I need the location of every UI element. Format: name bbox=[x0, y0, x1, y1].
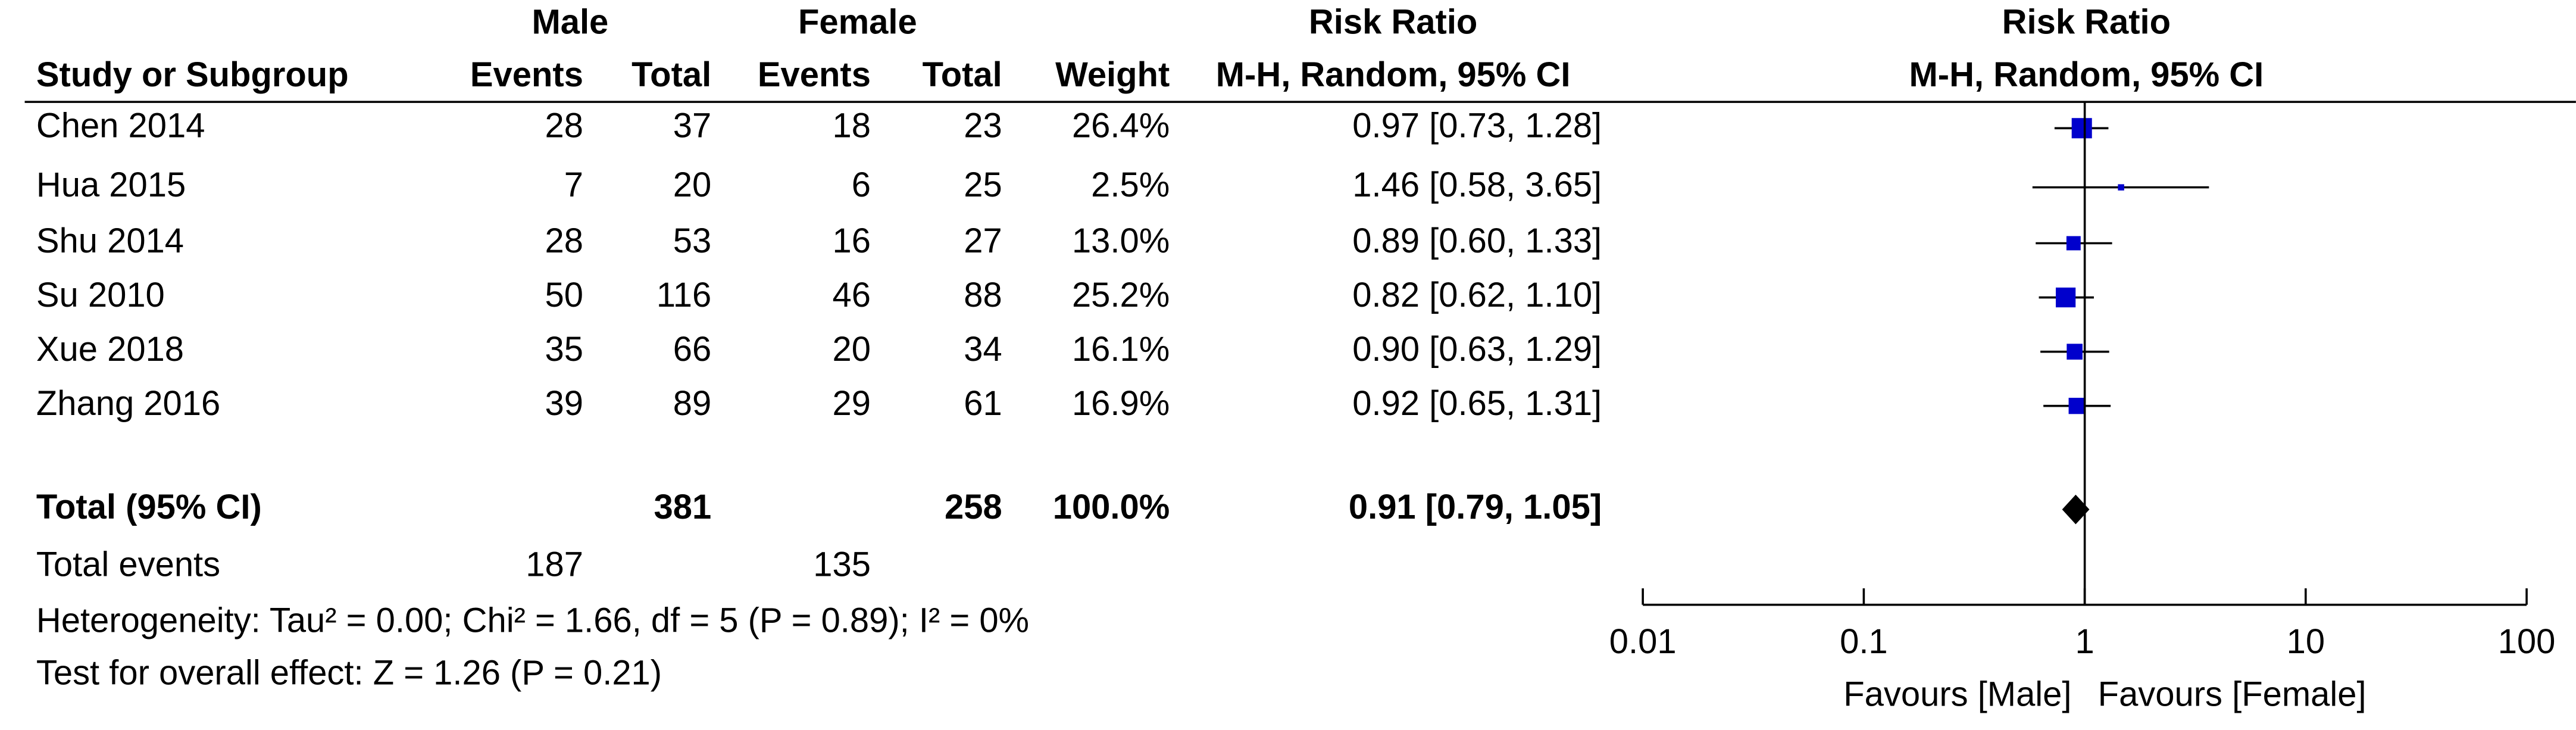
female-events: 46 bbox=[832, 276, 870, 314]
male-total: 20 bbox=[673, 166, 711, 204]
risk-ratio-ci: 0.92 [0.65, 1.31] bbox=[1352, 385, 1602, 423]
male-total: 116 bbox=[656, 276, 711, 314]
effect-square bbox=[2118, 184, 2124, 191]
group-header: Risk Ratio bbox=[2002, 4, 2171, 42]
female-events: 20 bbox=[832, 330, 870, 369]
total-diamond bbox=[2062, 494, 2090, 525]
male-events: 7 bbox=[564, 166, 583, 204]
column-header: Study or Subgroup bbox=[36, 56, 349, 94]
overall-effect: Test for overall effect: Z = 1.26 (P = 0… bbox=[36, 654, 662, 692]
female-events: 16 bbox=[832, 222, 870, 260]
weight: 2.5% bbox=[1091, 166, 1170, 204]
risk-ratio-ci: 0.89 [0.60, 1.33] bbox=[1352, 222, 1602, 260]
column-header: Total bbox=[632, 56, 711, 94]
column-header: Events bbox=[758, 56, 871, 94]
effect-square bbox=[2071, 118, 2092, 139]
female-events: 29 bbox=[832, 385, 870, 423]
male-events: 28 bbox=[545, 222, 583, 260]
study-name: Su 2010 bbox=[36, 276, 165, 314]
x-tick-label: 100 bbox=[2498, 623, 2556, 661]
weight: 16.1% bbox=[1072, 330, 1170, 369]
total-name: Total (95% CI) bbox=[36, 488, 262, 526]
weight: 16.9% bbox=[1072, 385, 1170, 423]
study-name: Hua 2015 bbox=[36, 166, 186, 204]
male-total: 66 bbox=[673, 330, 711, 369]
study-name: Shu 2014 bbox=[36, 222, 184, 260]
female-total: 61 bbox=[964, 385, 1002, 423]
risk-ratio-ci: 0.90 [0.63, 1.29] bbox=[1352, 330, 1602, 369]
male-events: 28 bbox=[545, 107, 583, 145]
study-name: Zhang 2016 bbox=[36, 385, 220, 423]
effect-square bbox=[2068, 398, 2085, 414]
total-events-label: Total events bbox=[36, 546, 220, 584]
female-total: 34 bbox=[964, 330, 1002, 369]
study-name: Chen 2014 bbox=[36, 107, 205, 145]
risk-ratio-ci: 0.82 [0.62, 1.10] bbox=[1352, 276, 1602, 314]
study-name: Xue 2018 bbox=[36, 330, 184, 369]
female-total: 27 bbox=[964, 222, 1002, 260]
weight: 25.2% bbox=[1072, 276, 1170, 314]
x-tick-label: 10 bbox=[2287, 623, 2325, 661]
male-events: 39 bbox=[545, 385, 583, 423]
total-ci: 0.91 [0.79, 1.05] bbox=[1349, 488, 1602, 526]
heterogeneity: Heterogeneity: Tau² = 0.00; Chi² = 1.66,… bbox=[36, 601, 1029, 639]
female-events: 18 bbox=[832, 107, 870, 145]
weight: 26.4% bbox=[1072, 107, 1170, 145]
column-header: M-H, Random, 95% CI bbox=[1909, 56, 2264, 94]
effect-square bbox=[2066, 236, 2081, 251]
male-total: 37 bbox=[673, 107, 711, 145]
male-total: 53 bbox=[673, 222, 711, 260]
column-header: Weight bbox=[1055, 56, 1170, 94]
female-total: 88 bbox=[964, 276, 1002, 314]
risk-ratio-ci: 0.97 [0.73, 1.28] bbox=[1352, 107, 1602, 145]
risk-ratio-ci: 1.46 [0.58, 3.65] bbox=[1352, 166, 1602, 204]
x-tick-label: 1 bbox=[2075, 623, 2094, 661]
male-total: 89 bbox=[673, 385, 711, 423]
female-total: 25 bbox=[964, 166, 1002, 204]
male-events: 50 bbox=[545, 276, 583, 314]
column-header: M-H, Random, 95% CI bbox=[1216, 56, 1571, 94]
effect-square bbox=[2055, 287, 2076, 308]
weight: 13.0% bbox=[1072, 222, 1170, 260]
male-events: 35 bbox=[545, 330, 583, 369]
group-header: Female bbox=[798, 4, 917, 42]
total-weight: 100.0% bbox=[1053, 488, 1170, 526]
column-header: Total bbox=[923, 56, 1002, 94]
x-tick-label: 0.1 bbox=[1840, 623, 1888, 661]
total-female: 258 bbox=[945, 488, 1002, 526]
effect-square bbox=[2067, 344, 2083, 360]
female-total: 23 bbox=[964, 107, 1002, 145]
total-male: 381 bbox=[654, 488, 712, 526]
group-header: Male bbox=[532, 4, 608, 42]
total-events-male: 187 bbox=[526, 546, 583, 584]
favours-right: Favours [Female] bbox=[2098, 676, 2366, 714]
total-events-female: 135 bbox=[813, 546, 871, 584]
favours-left: Favours [Male] bbox=[1843, 676, 2071, 714]
x-tick-label: 0.01 bbox=[1609, 623, 1677, 661]
female-events: 6 bbox=[852, 166, 871, 204]
column-header: Events bbox=[470, 56, 583, 94]
group-header: Risk Ratio bbox=[1309, 4, 1477, 42]
